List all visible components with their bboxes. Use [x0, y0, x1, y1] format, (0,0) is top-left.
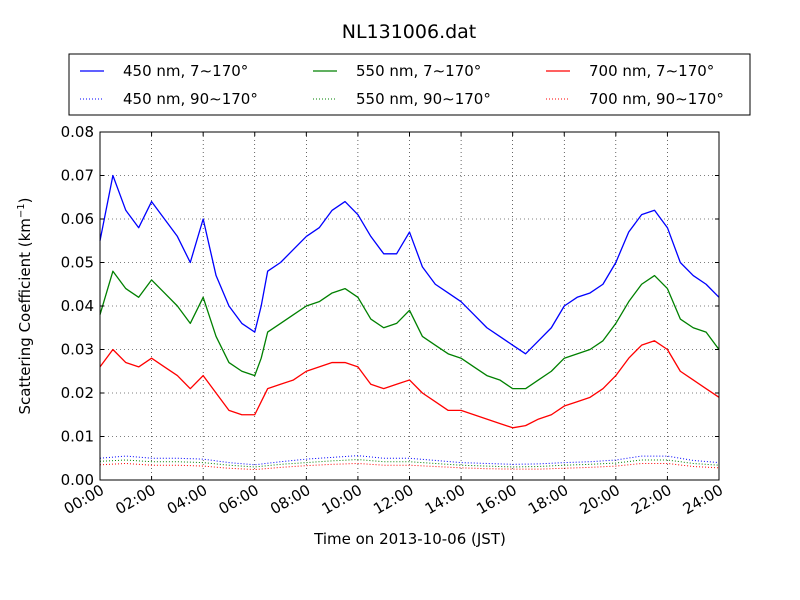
x-tick-label: 04:00: [164, 481, 210, 518]
series-line-2: [99, 270, 720, 390]
plot-area: [100, 132, 719, 480]
y-axis-label: Scattering Coefficient (km−1): [16, 197, 34, 414]
y-tick-label: 0.04: [61, 297, 94, 315]
ticks: [99, 131, 720, 481]
x-tick-label: 02:00: [112, 481, 158, 518]
y-tick-label: 0.05: [61, 254, 94, 272]
legend-label-4: 450 nm, 90∼170°: [123, 90, 258, 108]
x-tick-label: 18:00: [525, 481, 571, 518]
y-tick-labels: 0.00 0.01 0.02 0.03 0.04 0.05 0.06 0.07 0.08: [61, 123, 94, 489]
y-tick-label: 0.00: [61, 471, 94, 489]
y-tick-label: 0.07: [61, 167, 94, 185]
legend-label-6: 700 nm, 90∼170°: [589, 90, 724, 108]
x-tick-label: 24:00: [680, 481, 726, 518]
y-tick-label: 0.02: [61, 384, 94, 402]
series-line-6: [99, 462, 720, 471]
x-tick-label: 12:00: [370, 481, 416, 518]
legend: 450 nm, 7∼170° 550 nm, 7∼170° 700 nm, 7∼17…: [68, 53, 751, 116]
x-tick-label: 14:00: [422, 481, 468, 518]
x-axis-label: Time on 2013-10-06 (JST): [313, 530, 506, 548]
y-tick-label: 0.01: [61, 428, 94, 446]
x-tick-label: 22:00: [628, 481, 674, 518]
series-line-3: [99, 340, 720, 429]
legend-label-3: 700 nm, 7∼170°: [589, 62, 714, 80]
y-axis-label-text: Scattering Coefficient (km: [16, 218, 34, 414]
legend-label-1: 450 nm, 7∼170°: [123, 62, 248, 80]
series-line-5: [99, 459, 720, 468]
x-tick-label: 10:00: [319, 481, 365, 518]
y-axis-label-superscript: −1: [16, 203, 27, 218]
x-tick-label: 06:00: [216, 481, 262, 518]
x-tick-labels: 00:00 02:00 04:00 06:00 08:00 10:00 12:00 14:00…: [61, 481, 726, 518]
y-tick-label: 0.06: [61, 210, 94, 228]
x-tick-label: 08:00: [267, 481, 313, 518]
series-layer: [99, 174, 720, 471]
y-tick-label: 0.08: [61, 123, 94, 141]
x-tick-label: 16:00: [473, 481, 519, 518]
chart-title: NL131006.dat: [342, 21, 477, 43]
legend-label-5: 550 nm, 90∼170°: [356, 90, 491, 108]
x-tick-label: 20:00: [577, 481, 623, 518]
y-axis-label-close: ): [16, 197, 34, 203]
y-tick-label: 0.03: [61, 341, 94, 359]
legend-label-2: 550 nm, 7∼170°: [356, 62, 481, 80]
legend-box: [68, 53, 751, 116]
series-line-1: [99, 174, 720, 355]
